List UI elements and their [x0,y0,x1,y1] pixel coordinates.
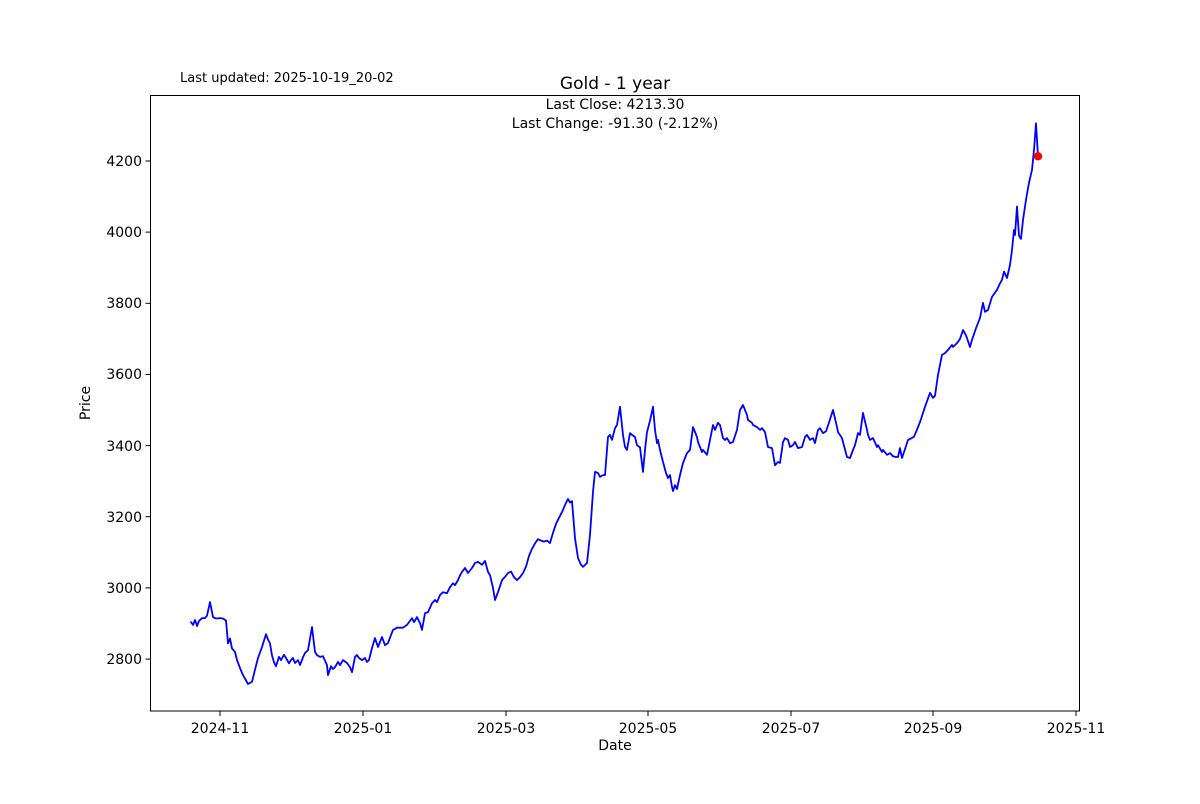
y-tick-4200: 4200 [106,154,142,170]
y-tick-2800: 2800 [106,652,142,668]
last-close-annotation: Last Close: 4213.30 [546,97,685,113]
price-series-line [190,122,1039,685]
last-updated-text: Last updated: 2025-10-19_20-02 [180,71,394,86]
x-tick-2025-01: 2025-01 [334,721,393,737]
x-tick-2025-07: 2025-07 [762,721,821,737]
x-tick-2025-09: 2025-09 [904,721,963,737]
y-tick-3400: 3400 [106,439,142,455]
chart-title: Gold - 1 year [560,74,670,94]
y-axis-title: Price [78,386,94,420]
y-tick-3800: 3800 [106,296,142,312]
x-tick-2025-11: 2025-11 [1047,721,1106,737]
plot-area [150,95,1080,712]
x-axis-ticks [219,711,1077,716]
y-tick-3200: 3200 [106,510,142,526]
x-tick-2025-05: 2025-05 [619,721,678,737]
y-tick-3600: 3600 [106,367,142,383]
x-axis-labels: 2024-11 2025-01 2025-03 2025-05 2025-07 … [191,721,1106,737]
y-axis-ticks [145,160,151,660]
x-axis-title: Date [598,738,631,754]
y-tick-4000: 4000 [106,225,142,241]
x-tick-2025-03: 2025-03 [477,721,536,737]
last-close-marker [1033,152,1043,161]
y-axis-labels: 2800 3000 3200 3400 3600 3800 4000 4200 [106,154,142,668]
y-tick-3000: 3000 [106,581,142,597]
x-tick-2024-11: 2024-11 [191,721,250,737]
last-change-annotation: Last Change: -91.30 (-2.12%) [512,116,718,132]
